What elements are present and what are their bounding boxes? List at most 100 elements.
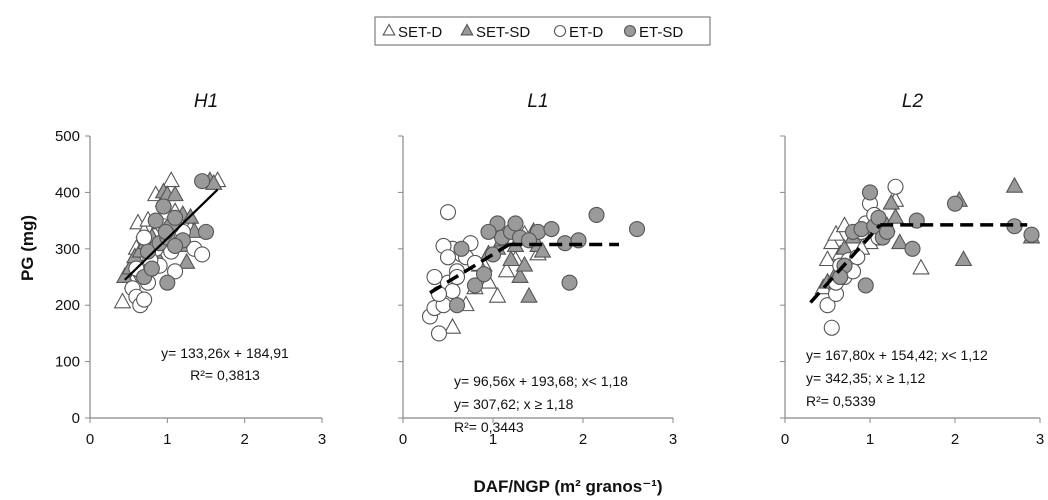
- point-et-sd: [167, 237, 184, 255]
- point-et-sd: [466, 277, 484, 294]
- point-et-sd: [139, 243, 157, 260]
- regression-equation: R²= 0,3443: [454, 419, 524, 435]
- point-et-sd: [448, 297, 466, 314]
- point-et-d: [430, 325, 448, 342]
- panel-title: L1: [527, 91, 548, 112]
- y-tick-label: 100: [55, 354, 80, 371]
- point-et-d: [819, 297, 836, 314]
- x-tick-label: 1: [163, 431, 171, 448]
- x-tick-label: 2: [240, 431, 248, 448]
- point-et-d: [426, 268, 443, 286]
- point-set-sd: [511, 267, 529, 283]
- point-et-sd: [588, 206, 605, 224]
- point-et-sd: [155, 198, 172, 215]
- regression-equation: R²= 0,5339: [806, 393, 876, 409]
- point-set-sd: [890, 233, 909, 250]
- point-et-sd: [628, 221, 646, 238]
- x-tick-label: 2: [951, 431, 959, 448]
- point-et-sd: [870, 209, 887, 226]
- panel-h1: H1 0 100 200 300 400 500 0 1 2 3 y= 133,26x + 184,9…: [55, 91, 326, 448]
- point-et-sd: [507, 215, 524, 232]
- point-et-d: [194, 246, 211, 263]
- x-tick-label: 3: [318, 431, 326, 448]
- point-et-sd: [904, 240, 921, 257]
- point-set-sd: [177, 252, 196, 269]
- point-et-sd: [167, 209, 184, 226]
- legend-marker-et-d: [553, 24, 567, 38]
- point-et-sd: [946, 195, 964, 212]
- point-et-d: [823, 319, 840, 336]
- legend-label-et-d: ET-D: [569, 24, 603, 41]
- regression-equation: y= 96,56x + 193,68; x< 1,18: [454, 373, 628, 389]
- y-tick-label: 400: [55, 184, 80, 201]
- point-et-sd: [159, 274, 176, 291]
- point-set-sd: [533, 241, 552, 258]
- x-tick-label: 1: [489, 431, 497, 448]
- x-tick-label: 2: [579, 431, 587, 448]
- x-tick-label: 1: [866, 431, 874, 448]
- point-set-sd: [166, 185, 184, 202]
- y-tick-label: 0: [72, 410, 80, 427]
- panel-l1: L1 0 1 2 3 y= 96,56x + 193,68; x< 1,18 y= 307,…: [398, 91, 677, 448]
- point-set-d: [827, 224, 845, 241]
- x-axis-label: DAF/NGP (m² granos⁻¹): [473, 477, 662, 496]
- x-tick-label: 3: [1036, 431, 1044, 448]
- fit-line: [809, 223, 882, 304]
- point-set-sd: [954, 250, 973, 267]
- regression-equation: y= 307,62; x ≥ 1,18: [454, 396, 574, 412]
- point-et-d: [167, 263, 184, 280]
- legend-marker-set-sd: [460, 23, 474, 36]
- point-set-sd: [882, 193, 901, 210]
- point-set-sd: [515, 255, 534, 272]
- regression-equation: R²= 0,3813: [190, 367, 260, 383]
- point-set-sd: [520, 286, 538, 303]
- fit-line: [429, 243, 511, 295]
- point-et-sd: [543, 221, 560, 238]
- point-et-sd: [861, 184, 879, 201]
- point-set-sd: [502, 250, 520, 267]
- point-et-d: [136, 229, 153, 246]
- point-et-sd: [480, 223, 497, 240]
- point-set-d: [443, 317, 462, 334]
- point-et-sd: [194, 173, 211, 190]
- point-et-d: [444, 283, 461, 300]
- x-tick-label: 0: [399, 431, 407, 448]
- regression-equation: y= 133,26x + 184,91: [161, 345, 289, 361]
- point-et-sd: [147, 212, 164, 229]
- point-set-d: [497, 261, 516, 278]
- y-axis-label: PG (mg): [18, 215, 37, 281]
- point-et-d: [887, 178, 904, 195]
- point-et-sd: [453, 240, 470, 257]
- point-et-sd: [143, 260, 160, 277]
- legend-label-set-d: SET-D: [398, 24, 442, 41]
- point-et-d: [439, 204, 457, 221]
- point-et-d: [439, 249, 457, 266]
- legend-label-et-sd: ET-SD: [639, 24, 683, 41]
- point-et-sd: [857, 277, 874, 294]
- point-et-sd: [1023, 226, 1040, 243]
- point-et-d: [136, 291, 153, 308]
- point-set-d: [912, 258, 930, 275]
- panel-title: H1: [194, 91, 218, 112]
- y-tick-label: 500: [55, 128, 80, 145]
- chart-legend: SET-D SET-SD ET-D ET-SD: [374, 16, 711, 46]
- point-set-d: [818, 250, 837, 267]
- point-set-d: [113, 292, 132, 309]
- y-tick-label: 300: [55, 241, 80, 258]
- point-et-sd: [475, 266, 493, 283]
- legend-box: [374, 16, 711, 46]
- point-et-sd: [157, 223, 174, 240]
- legend-marker-set-d: [382, 23, 396, 36]
- legend-marker-et-sd: [623, 24, 637, 38]
- panel-title: L2: [902, 91, 924, 112]
- point-et-sd: [197, 223, 215, 240]
- regression-equation: y= 342,35; x ≥ 1,12: [806, 370, 926, 386]
- fit-line: [124, 188, 219, 281]
- x-tick-label: 0: [86, 431, 94, 448]
- point-set-sd: [886, 207, 905, 224]
- y-tick-label: 200: [55, 297, 80, 314]
- point-set-sd: [1005, 176, 1024, 193]
- x-tick-label: 0: [781, 431, 789, 448]
- legend-label-set-sd: SET-SD: [476, 24, 530, 41]
